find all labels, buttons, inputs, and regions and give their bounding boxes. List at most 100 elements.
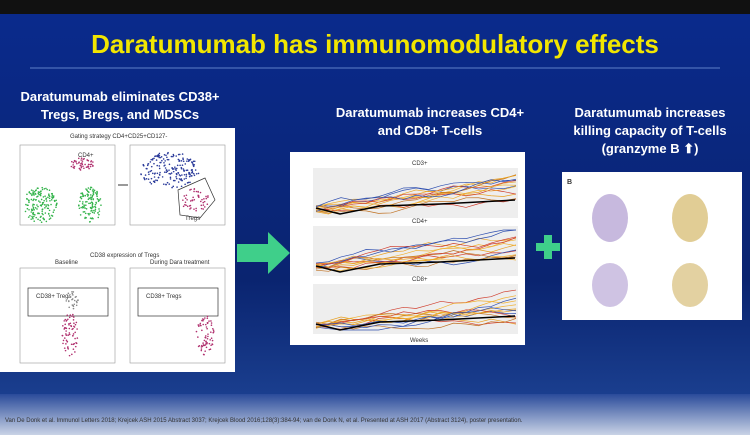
- dot: [26, 207, 29, 210]
- dot: [168, 183, 171, 185]
- dot: [86, 159, 88, 161]
- dot: [87, 194, 90, 196]
- dot: [89, 194, 92, 196]
- dot: [99, 198, 102, 200]
- dot: [174, 179, 176, 182]
- dot: [158, 154, 161, 157]
- dot: [90, 163, 93, 166]
- dot: [81, 205, 84, 208]
- dot: [151, 158, 154, 160]
- dot: [39, 194, 42, 197]
- gate: [177, 177, 216, 219]
- figure-label: CD4+: [412, 219, 428, 225]
- trajectory: [315, 236, 517, 265]
- dot: [188, 175, 191, 178]
- dot: [166, 181, 169, 184]
- dot: [191, 171, 194, 174]
- dot: [202, 201, 205, 204]
- plot-frame: [19, 144, 116, 226]
- dot: [204, 335, 207, 337]
- dot: [65, 343, 67, 345]
- dot: [149, 181, 151, 184]
- dot: [85, 166, 88, 169]
- dot: [197, 172, 200, 175]
- dot: [72, 164, 74, 166]
- dot: [63, 347, 66, 349]
- dot: [89, 202, 92, 204]
- dot: [34, 207, 37, 209]
- dot: [70, 165, 73, 168]
- dot: [182, 160, 185, 163]
- trajectory: [315, 300, 517, 329]
- dot: [31, 215, 33, 218]
- dot: [161, 176, 164, 178]
- dot: [63, 320, 66, 322]
- arrow-right: [237, 232, 290, 274]
- dot: [96, 198, 99, 200]
- dot: [100, 204, 102, 206]
- dot: [51, 215, 54, 217]
- median-line: [315, 257, 516, 273]
- dot: [175, 173, 178, 176]
- dot: [200, 324, 202, 327]
- dot: [184, 201, 187, 204]
- dot: [33, 198, 35, 201]
- dot: [171, 186, 173, 189]
- dot: [211, 343, 214, 345]
- dot: [208, 342, 211, 345]
- dot: [197, 324, 200, 326]
- dot: [195, 172, 198, 175]
- dot: [92, 188, 94, 191]
- dot: [93, 209, 95, 212]
- dot: [156, 179, 159, 182]
- dot: [71, 315, 73, 318]
- dot: [74, 337, 76, 340]
- dot: [155, 179, 157, 181]
- dot: [38, 212, 40, 215]
- dot: [163, 165, 165, 167]
- dot: [205, 340, 207, 343]
- dot: [185, 177, 187, 180]
- dot: [67, 296, 70, 298]
- dot: [201, 198, 203, 201]
- dot: [41, 202, 44, 204]
- dot: [39, 193, 42, 195]
- dot: [183, 195, 186, 197]
- trajectory: [315, 184, 517, 207]
- dot: [84, 201, 87, 203]
- dot: [45, 187, 47, 190]
- dot: [74, 345, 77, 348]
- dot: [199, 191, 202, 194]
- plus: [536, 235, 560, 259]
- plot-frame: [129, 267, 226, 364]
- dot: [62, 342, 64, 345]
- dot: [169, 173, 172, 175]
- dot: [170, 155, 173, 158]
- dot: [75, 161, 77, 163]
- dot: [186, 182, 189, 184]
- dot: [71, 292, 74, 295]
- dot: [96, 192, 98, 194]
- dot: [91, 194, 94, 197]
- dot: [97, 216, 100, 219]
- dot: [158, 173, 161, 176]
- dot: [182, 158, 184, 161]
- dot: [178, 153, 181, 156]
- density: [672, 194, 708, 242]
- dot: [144, 174, 147, 176]
- dot: [178, 178, 181, 180]
- dot: [53, 199, 56, 202]
- dot: [33, 203, 35, 206]
- dot: [87, 212, 90, 215]
- dot: [166, 156, 168, 159]
- dot: [91, 217, 94, 219]
- dot: [47, 196, 49, 199]
- dot: [192, 160, 195, 163]
- dot: [187, 160, 190, 163]
- dot: [190, 175, 193, 177]
- dot: [43, 187, 46, 190]
- dot: [204, 323, 207, 326]
- dot: [37, 205, 39, 208]
- dot: [164, 160, 166, 162]
